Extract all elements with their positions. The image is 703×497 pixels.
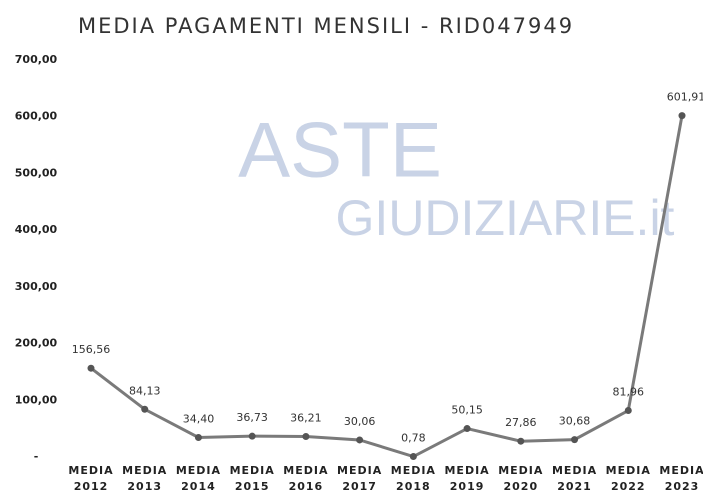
x-tick-label: MEDIA 2021 xyxy=(552,464,597,493)
x-tick-label: MEDIA 2022 xyxy=(606,464,651,493)
data-label: 0,78 xyxy=(401,432,426,445)
data-label: 30,06 xyxy=(344,415,376,428)
y-tick-label: 200,00 xyxy=(15,337,58,350)
data-point xyxy=(87,364,95,372)
x-tick-label: MEDIA 2015 xyxy=(230,464,275,493)
data-label: 50,15 xyxy=(451,404,483,417)
data-point xyxy=(194,433,202,441)
x-tick-label: MEDIA 2014 xyxy=(176,464,221,493)
x-tick-label: MEDIA 2020 xyxy=(498,464,543,493)
data-label: 84,13 xyxy=(129,384,161,397)
data-point xyxy=(141,405,149,413)
x-tick-label: MEDIA 2018 xyxy=(391,464,436,493)
data-label: 601,91 xyxy=(667,91,703,104)
x-tick-label: MEDIA 2023 xyxy=(659,464,703,493)
data-label: 27,86 xyxy=(505,416,537,429)
data-point xyxy=(678,112,686,120)
x-tick-label: MEDIA 2012 xyxy=(68,464,113,493)
y-tick-label: - xyxy=(34,450,39,463)
chart-title: MEDIA PAGAMENTI MENSILI - RID047949 xyxy=(78,14,574,38)
y-tick-label: 300,00 xyxy=(15,280,58,293)
data-point xyxy=(356,436,364,444)
x-tick-label: MEDIA 2017 xyxy=(337,464,382,493)
x-tick-label: MEDIA 2013 xyxy=(122,464,167,493)
data-label: 36,21 xyxy=(290,411,322,424)
data-point xyxy=(248,432,256,440)
y-tick-label: 500,00 xyxy=(15,166,58,179)
data-label: 30,68 xyxy=(559,415,591,428)
data-point xyxy=(624,407,632,415)
y-tick-label: 100,00 xyxy=(15,393,58,406)
data-point xyxy=(517,437,525,445)
data-point xyxy=(302,432,310,440)
data-label: 156,56 xyxy=(72,343,111,356)
watermark: GIUDIZIARIE.it xyxy=(336,190,675,246)
data-point xyxy=(409,453,417,461)
watermark: ASTE xyxy=(238,106,442,194)
data-point xyxy=(571,436,579,444)
x-tick-label: MEDIA 2016 xyxy=(283,464,328,493)
y-tick-label: 600,00 xyxy=(15,110,58,123)
data-point xyxy=(463,425,471,433)
data-label: 34,40 xyxy=(183,412,215,425)
x-tick-label: MEDIA 2019 xyxy=(444,464,489,493)
data-label: 81,96 xyxy=(613,386,645,399)
y-tick-label: 700,00 xyxy=(15,53,58,66)
data-label: 36,73 xyxy=(236,411,268,424)
data-line xyxy=(90,115,684,459)
y-tick-label: 400,00 xyxy=(15,223,58,236)
